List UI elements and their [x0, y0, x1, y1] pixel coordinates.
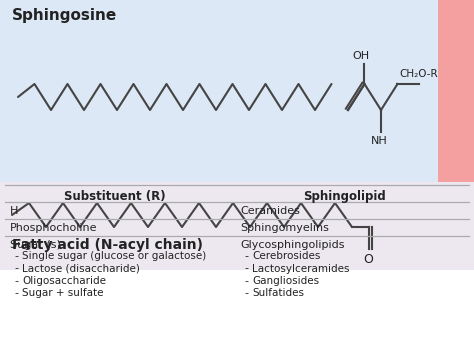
Text: Glycosphingolipids: Glycosphingolipids: [240, 240, 345, 250]
Text: Fatty acid (N-acyl chain): Fatty acid (N-acyl chain): [12, 238, 203, 252]
Text: Gangliosides: Gangliosides: [252, 276, 319, 286]
Text: -: -: [244, 288, 248, 298]
Text: Lactose (disaccharide): Lactose (disaccharide): [22, 264, 140, 274]
Text: -: -: [14, 264, 18, 274]
Text: Cerebrosides: Cerebrosides: [252, 251, 320, 261]
Text: CH₂O-R: CH₂O-R: [400, 69, 438, 79]
Text: -: -: [244, 264, 248, 274]
Text: Sphingolipid: Sphingolipid: [304, 190, 386, 203]
Text: Substituent (R): Substituent (R): [64, 190, 166, 203]
Text: Sphingomyelins: Sphingomyelins: [240, 223, 329, 233]
Bar: [438, 0, 474, 182]
Text: Phosphocholine: Phosphocholine: [10, 223, 98, 233]
Text: Sulfatides: Sulfatides: [252, 288, 304, 298]
Text: -: -: [244, 251, 248, 261]
Bar: [0, 0, 474, 182]
Text: Single sugar (glucose or galactose): Single sugar (glucose or galactose): [22, 251, 206, 261]
Bar: [0, 270, 474, 360]
Text: Ceramides: Ceramides: [240, 206, 300, 216]
Text: O: O: [363, 253, 373, 266]
Bar: [0, 182, 474, 270]
Text: Oligosaccharide: Oligosaccharide: [22, 276, 106, 286]
Text: Lactosylceramides: Lactosylceramides: [252, 264, 349, 274]
Text: -: -: [14, 276, 18, 286]
Text: OH: OH: [352, 51, 369, 61]
Text: Sphingosine: Sphingosine: [12, 8, 117, 23]
Text: -: -: [14, 251, 18, 261]
Text: Sugar + sulfate: Sugar + sulfate: [22, 288, 103, 298]
Text: H: H: [10, 206, 18, 216]
Text: -: -: [244, 276, 248, 286]
Text: Sugar (s): Sugar (s): [10, 240, 61, 250]
Text: NH: NH: [371, 136, 387, 146]
Text: -: -: [14, 288, 18, 298]
